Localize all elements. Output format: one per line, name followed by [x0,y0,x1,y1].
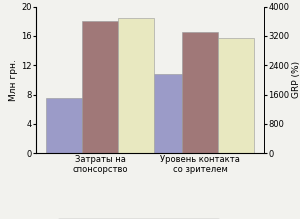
Bar [46,98,82,153]
Bar [118,18,154,153]
Bar [82,21,118,153]
Bar [218,38,254,153]
Bar [146,74,182,153]
Y-axis label: GRP (%): GRP (%) [292,61,300,99]
Y-axis label: Млн грн.: Млн грн. [9,59,18,101]
Bar [182,32,218,153]
